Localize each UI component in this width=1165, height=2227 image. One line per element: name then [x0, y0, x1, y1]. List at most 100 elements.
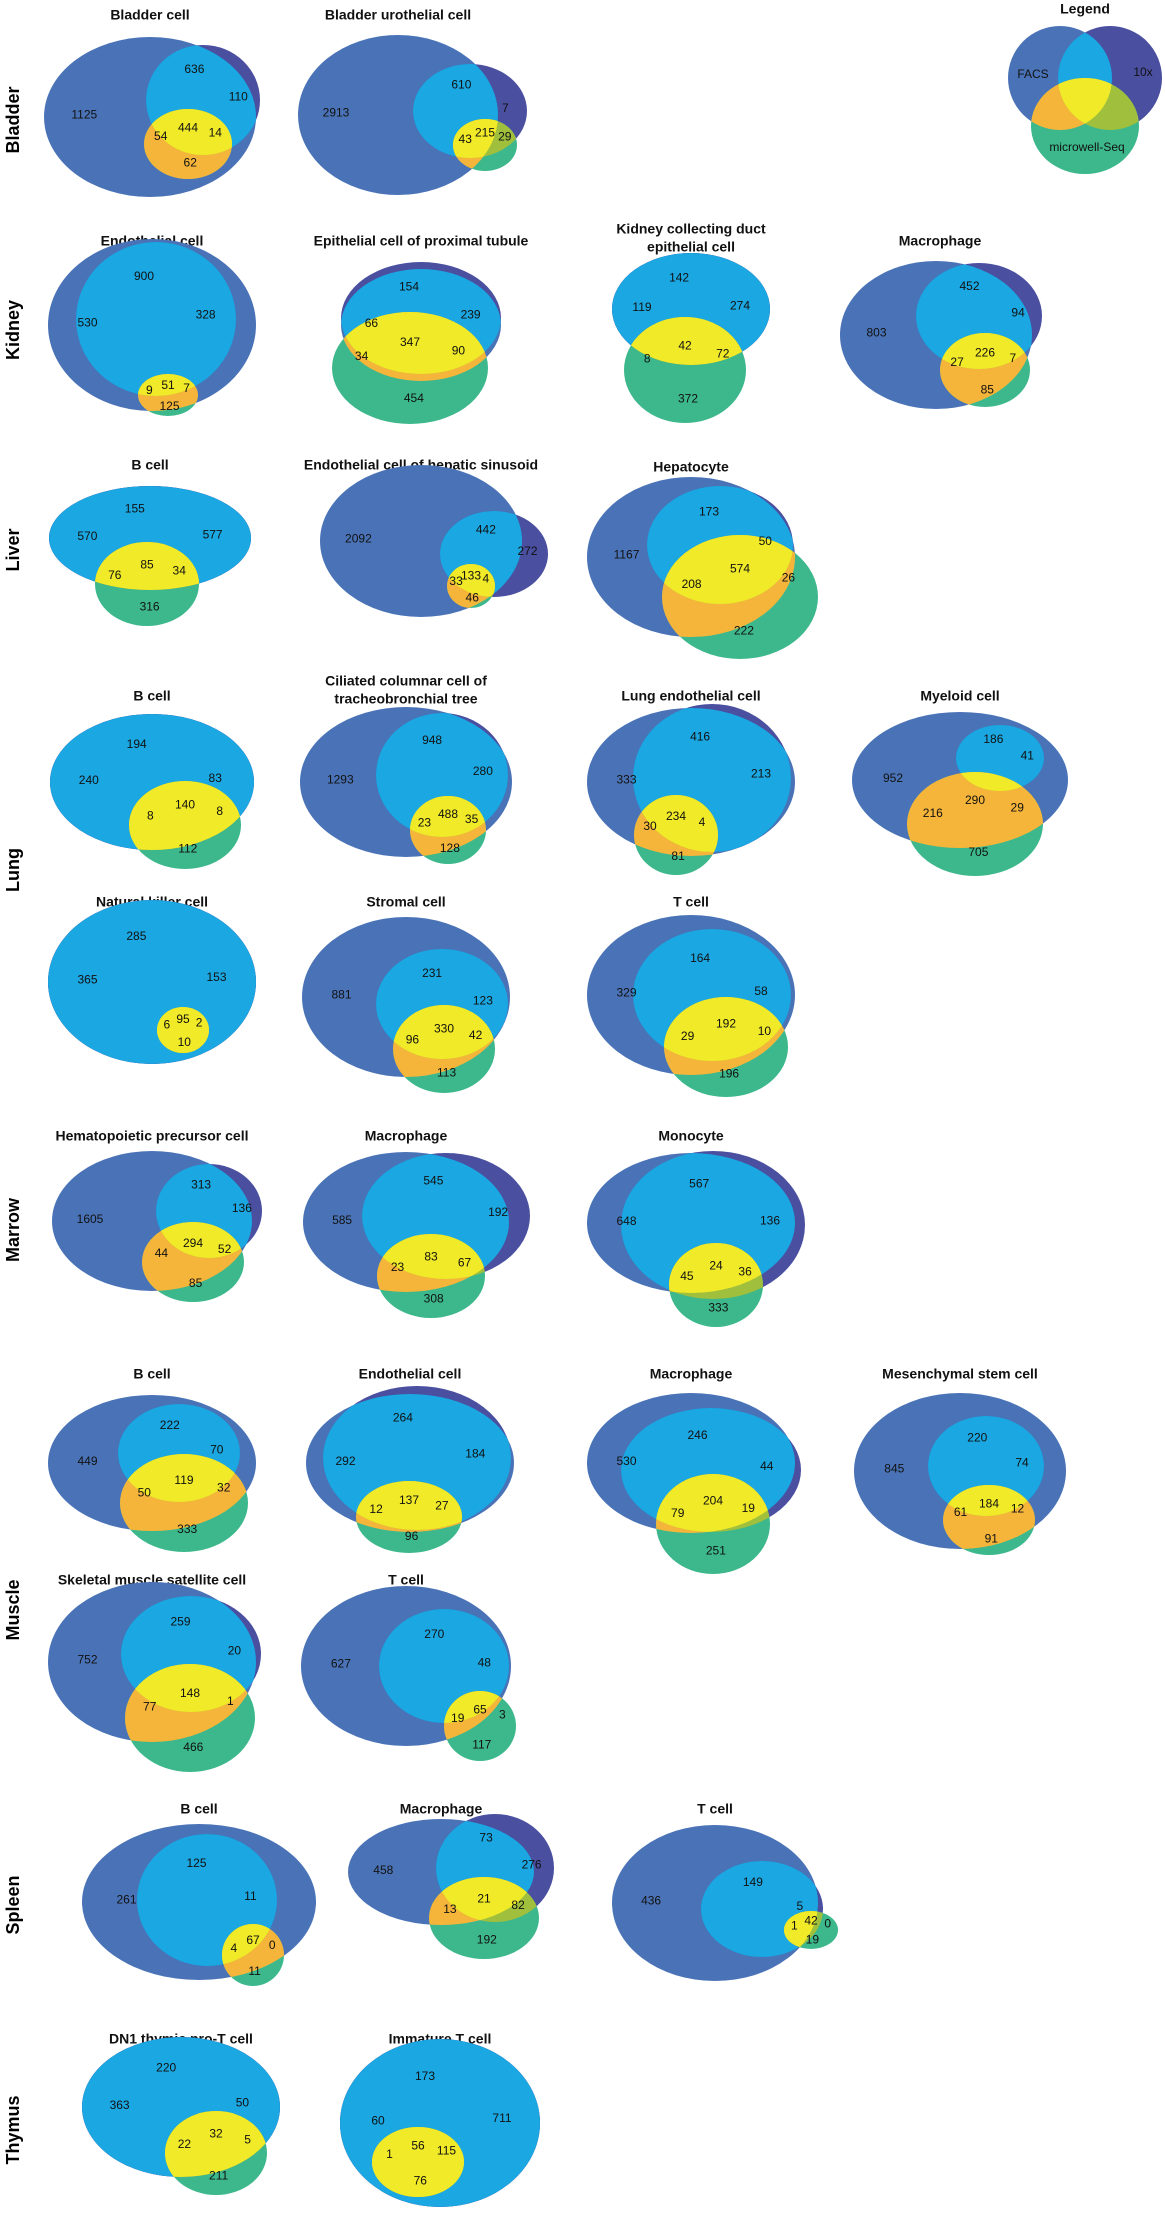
count-facs-mw: 29	[681, 1029, 695, 1043]
count-tenx: 41	[1021, 749, 1035, 763]
count-facs-10x: 636	[184, 62, 204, 76]
count-facs-mw: 33	[449, 574, 463, 588]
count-facs: 449	[77, 1454, 97, 1468]
venn-panel-lung-0: B cell 240 194 83 140 8 8 112	[50, 688, 254, 869]
count-facs: 60	[371, 2113, 385, 2127]
count-tenx: 123	[473, 993, 493, 1007]
count-tenx-mw: 10	[758, 1024, 772, 1038]
count-facs-mw: 34	[355, 349, 369, 363]
venn-panel-muscle-4: Skeletal muscle satellite cell7522592014…	[48, 1572, 261, 1772]
all-three-overlap	[669, 1243, 763, 1293]
count-all-three: 83	[424, 1249, 438, 1263]
count-tenx-mw: 12	[1011, 1502, 1025, 1516]
count-facs-mw: 96	[406, 1032, 420, 1046]
count-microwell: 10	[178, 1035, 192, 1049]
count-facs-mw: 8	[147, 808, 154, 822]
count-tenx-mw: 29	[1011, 801, 1025, 815]
count-facs-10x: 155	[125, 502, 145, 516]
count-facs-10x: 948	[422, 733, 442, 747]
venn-panel-marrow-1: Macrophage 585 545 192 83 67 23 308	[303, 1128, 530, 1318]
count-tenx: 58	[754, 984, 768, 998]
panel-title: Mesenchymal stem cell	[882, 1366, 1038, 1382]
panel-title: B cell	[133, 688, 170, 704]
count-facs-10x: 142	[669, 270, 689, 284]
count-facs: 1167	[614, 548, 640, 562]
count-facs-10x: 545	[423, 1173, 443, 1187]
all-three-overlap	[165, 2111, 267, 2177]
venn-panel-muscle-0: B cell 449 222 70 119 32 50 333	[48, 1366, 256, 1552]
count-tenx-mw: 4	[699, 815, 706, 829]
all-three-overlap	[1058, 78, 1112, 130]
count-facs: 436	[641, 1894, 661, 1908]
tissue-label-marrow: Marrow	[3, 1197, 23, 1262]
tissue-label-thymus: Thymus	[3, 2095, 23, 2164]
legend: Legend FACS 10x microwell-Seq	[1008, 1, 1162, 174]
count-facs-mw: 30	[643, 819, 657, 833]
venn-panel-spleen-1: Macrophage 458 73 276 21 82 13 192	[348, 1801, 554, 1959]
count-facs: 570	[77, 529, 97, 543]
count-microwell: 81	[671, 849, 685, 863]
count-facs-10x: 900	[134, 269, 154, 283]
venn-panel-muscle-2: Macrophage 530 246 44 204 19 79 251	[587, 1366, 801, 1574]
count-facs-10x: 285	[126, 929, 146, 943]
count-tenx: 213	[751, 766, 771, 780]
count-facs-mw: 43	[459, 132, 473, 146]
count-tenx: 577	[203, 528, 223, 542]
count-all-three: 184	[979, 1496, 999, 1510]
venn-panel-marrow-2: Monocyte 648 567 136 24 36 45 333	[587, 1128, 805, 1327]
count-facs: 752	[77, 1653, 97, 1667]
count-tenx: 274	[730, 298, 750, 312]
count-microwell: 316	[140, 599, 160, 613]
facs-microwell-overlap	[940, 333, 1030, 407]
count-tenx-mw: 0	[269, 1938, 276, 1952]
count-facs-mw: 9	[146, 383, 153, 397]
count-microwell: 117	[472, 1737, 491, 1751]
count-tenx: 50	[236, 2096, 250, 2110]
all-three-overlap	[393, 1005, 495, 1059]
venn-panel-marrow-0: Hematopoietic precursor cell 1605 313 136 29…	[52, 1128, 262, 1302]
count-all-three: 95	[176, 1012, 190, 1026]
legend-tenx-label: 10x	[1133, 65, 1152, 79]
count-tenx-mw: 90	[452, 343, 466, 357]
all-three-overlap	[341, 312, 488, 374]
count-tenx-mw: 2	[196, 1015, 203, 1029]
facs-10x-overlap	[916, 263, 1032, 369]
count-facs: 648	[616, 1214, 636, 1228]
count-microwell: 222	[734, 623, 754, 637]
panel-title: Macrophage	[400, 1801, 483, 1817]
count-facs-mw: 61	[954, 1505, 968, 1519]
count-facs-10x: 154	[399, 279, 419, 293]
count-facs-10x: 231	[422, 966, 442, 980]
legend-facs-label: FACS	[1017, 67, 1048, 81]
count-facs-mw: 77	[143, 1699, 157, 1713]
panel-title: Bladder urothelial cell	[325, 7, 471, 23]
count-microwell: 85	[981, 383, 995, 397]
count-microwell: 125	[159, 399, 179, 413]
count-facs-mw: 8	[644, 352, 651, 366]
count-tenx: 50	[759, 534, 773, 548]
venn-panel-liver-1: Endothelial cell of hepatic sinusoid 2092…	[304, 457, 548, 617]
all-three-overlap	[125, 1664, 255, 1712]
count-facs-mw: 54	[154, 129, 168, 143]
count-facs-10x: 186	[983, 732, 1003, 746]
count-facs-mw: 208	[682, 577, 702, 591]
count-facs: 458	[373, 1863, 393, 1877]
count-tenx-mw: 7	[1010, 351, 1017, 365]
count-microwell: 112	[178, 841, 197, 855]
count-facs: 1605	[77, 1212, 104, 1226]
count-facs-10x: 264	[393, 1411, 413, 1425]
count-all-three: 85	[140, 557, 154, 571]
panel-title: Hematopoietic precursor cell	[56, 1128, 249, 1144]
count-all-three: 444	[178, 120, 198, 134]
count-tenx: 192	[488, 1205, 508, 1219]
count-tenx: 20	[228, 1643, 242, 1657]
all-three-overlap	[656, 1474, 770, 1532]
venn-panel-lung-5: Stromal cell 881 231 123 330 42 96 113	[302, 894, 510, 1093]
count-facs-10x: 452	[959, 279, 979, 293]
count-tenx: 70	[210, 1443, 224, 1457]
count-facs: 2092	[345, 532, 372, 546]
tissue-label-spleen: Spleen	[3, 1875, 23, 1934]
count-tenx: 280	[473, 764, 493, 778]
count-facs-10x: 259	[170, 1614, 190, 1628]
